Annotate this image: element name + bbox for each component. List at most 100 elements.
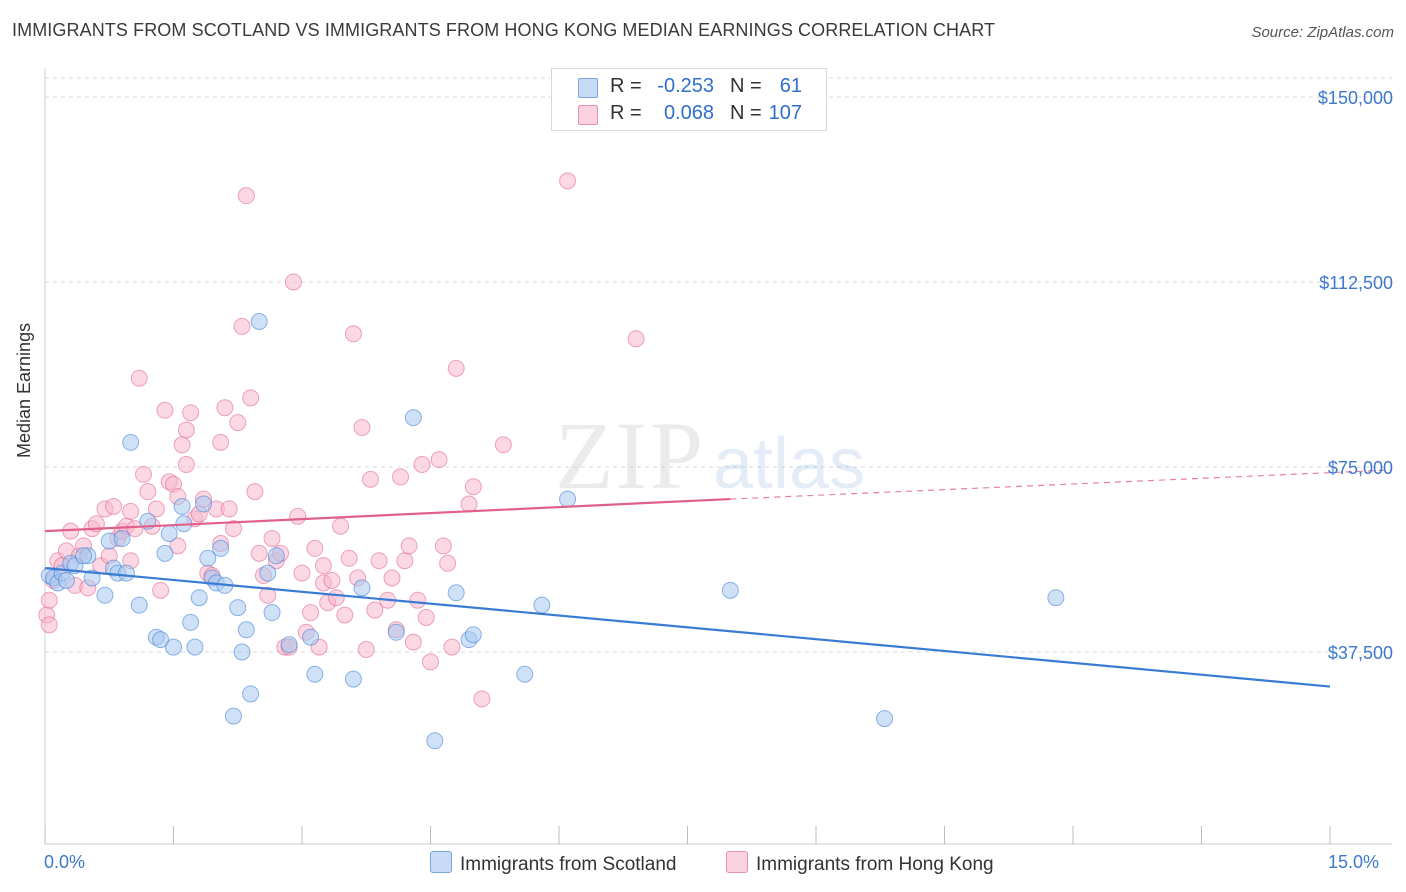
point-scotland [186, 638, 204, 656]
point-hong-kong [357, 641, 375, 659]
point-hong-kong [212, 433, 230, 451]
point-scotland [212, 539, 230, 557]
point-hong-kong [392, 468, 410, 486]
point-hong-kong [473, 690, 491, 708]
point-scotland [165, 638, 182, 656]
point-hong-kong [130, 369, 148, 387]
point-hong-kong [229, 414, 247, 432]
y-tick-label: $112,500 [1319, 273, 1393, 293]
point-scotland [1047, 589, 1065, 607]
point-scotland [306, 665, 324, 683]
point-scotland [173, 497, 191, 515]
point-hong-kong [259, 586, 277, 604]
point-hong-kong [122, 502, 140, 520]
y-tick-labels: $37,500 $75,000 $112,500 $150,000 [1318, 88, 1393, 663]
point-scotland [160, 525, 178, 543]
series-scotland-points [40, 312, 1065, 750]
point-hong-kong [447, 359, 465, 377]
point-scotland [250, 312, 268, 330]
point-hong-kong [156, 401, 174, 419]
point-hong-kong [126, 520, 144, 538]
point-scotland [263, 604, 281, 622]
point-scotland [242, 685, 260, 703]
point-hong-kong [443, 638, 461, 656]
point-hong-kong [284, 273, 302, 291]
point-scotland [516, 665, 534, 683]
point-hong-kong [40, 616, 58, 634]
watermark-zip: ZIP [555, 402, 705, 509]
point-hong-kong [340, 549, 358, 567]
point-scotland [426, 732, 444, 750]
point-hong-kong [327, 589, 345, 607]
point-scotland [122, 433, 140, 451]
point-hong-kong [216, 399, 234, 417]
point-scotland [152, 631, 170, 649]
point-hong-kong [344, 325, 362, 343]
legend-r-value: 0.068 [663, 102, 714, 124]
point-hong-kong [413, 456, 431, 474]
legend-r-label: R = [610, 102, 642, 124]
legend-n-value: 107 [768, 102, 802, 124]
point-hong-kong [135, 465, 153, 483]
point-hong-kong [306, 539, 324, 557]
y-tick-label: $37,500 [1328, 643, 1393, 663]
trend-line-hong-kong [44, 497, 731, 533]
stats-legend: R = -0.253 N = 61 R = 0.068 N = 107 [551, 68, 827, 131]
point-hong-kong [439, 554, 457, 572]
trend-line-scotland [44, 567, 1331, 688]
point-hong-kong [246, 483, 264, 501]
point-scotland [57, 571, 75, 589]
axes [44, 68, 1392, 845]
point-hong-kong [242, 389, 260, 407]
legend-r-label: R = [610, 75, 642, 97]
point-hong-kong [559, 172, 577, 190]
point-scotland [447, 584, 465, 602]
point-scotland [721, 581, 739, 599]
point-hong-kong [627, 330, 645, 348]
point-hong-kong [182, 404, 200, 422]
point-hong-kong [422, 653, 439, 671]
point-scotland [117, 564, 135, 582]
watermark-atlas: atlas [713, 424, 865, 504]
point-hong-kong [237, 187, 255, 205]
point-hong-kong [177, 421, 195, 439]
legend-n-value: 61 [779, 75, 802, 97]
legend-row-hong-kong: R = 0.068 N = 107 [552, 102, 826, 128]
point-scotland [464, 626, 482, 644]
point-hong-kong [250, 544, 268, 562]
point-hong-kong [430, 451, 448, 469]
point-hong-kong [409, 591, 427, 609]
point-scotland [190, 589, 208, 607]
point-hong-kong [404, 633, 422, 651]
point-hong-kong [323, 571, 341, 589]
trend-line-hong-kong-extension [730, 469, 1393, 500]
bottom-legend-label-scotland: Immigrants from Scotland [460, 854, 677, 875]
point-hong-kong [169, 537, 187, 555]
point-hong-kong [152, 581, 170, 599]
point-scotland [83, 569, 101, 587]
point-scotland [404, 409, 422, 427]
bottom-legend-label-hong-kong: Immigrants from Hong Kong [756, 854, 994, 875]
bottom-legend-hong-kong: Immigrants from Hong Kong [726, 851, 994, 876]
point-scotland [344, 670, 362, 688]
source-label: Source: ZipAtlas.com [1251, 24, 1394, 41]
point-scotland [353, 579, 371, 597]
y-tick-label: $75,000 [1328, 458, 1393, 478]
point-hong-kong [105, 497, 123, 515]
grid-lines [45, 77, 1392, 653]
point-scotland [75, 547, 93, 565]
point-hong-kong [332, 517, 350, 535]
legend-n-label: N = [730, 102, 762, 124]
point-scotland [876, 710, 894, 728]
point-scotland [156, 544, 174, 562]
point-scotland [233, 643, 251, 661]
point-scotland [533, 596, 551, 614]
legend-n-label: N = [730, 75, 762, 97]
point-hong-kong [370, 552, 388, 570]
bottom-legend-scotland: Immigrants from Scotland [430, 851, 676, 876]
point-hong-kong [494, 436, 512, 454]
bottom-legend-swatch-hong-kong [726, 851, 748, 873]
trend-lines [44, 469, 1393, 688]
point-scotland [259, 564, 277, 582]
